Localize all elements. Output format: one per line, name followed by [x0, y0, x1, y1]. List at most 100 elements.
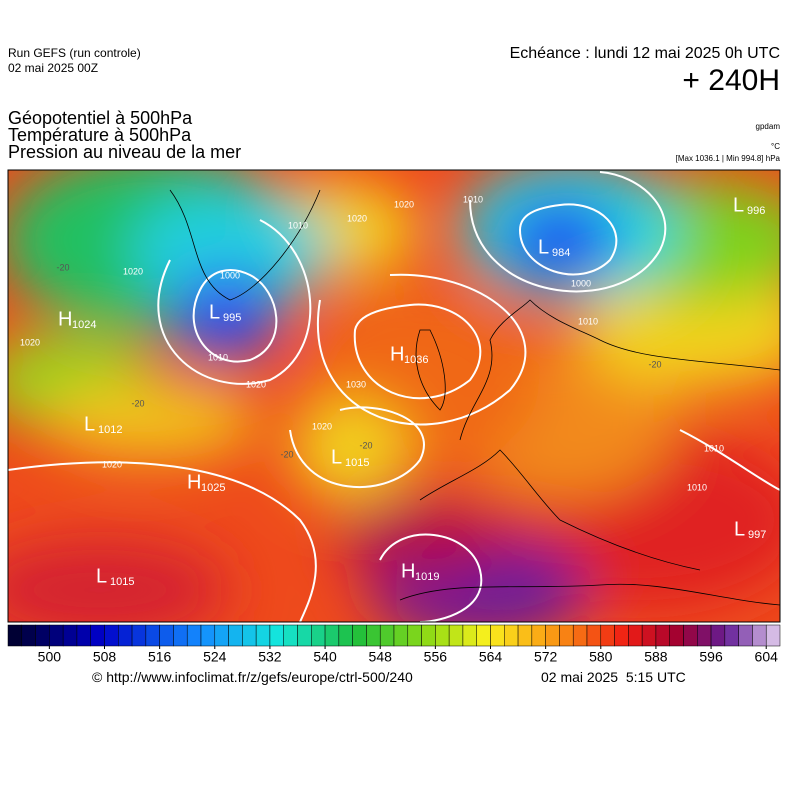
- colorbar-swatch: [517, 624, 533, 647]
- temperature-label: -20: [280, 449, 293, 459]
- colorbar-tick-label: 588: [644, 649, 668, 665]
- colorbar-tick-label: 596: [699, 649, 723, 665]
- colorbar-tick-label: 548: [369, 649, 393, 665]
- isobar-label: 1020: [20, 337, 40, 347]
- colorbar-swatch: [118, 624, 133, 647]
- pressure-value: 984: [552, 247, 570, 259]
- isobars: [8, 171, 780, 622]
- isobar-label: 1010: [463, 194, 483, 204]
- isobar-label: 1010: [687, 482, 707, 492]
- title: Géopotentiel à 500hPa: [8, 108, 193, 128]
- colorbar-swatch: [765, 624, 781, 647]
- colorbar-swatch: [393, 624, 409, 647]
- pressure-letter: L: [96, 565, 107, 587]
- colorbar-swatch: [338, 624, 353, 647]
- unit: °C: [771, 142, 780, 151]
- colorbar-tick-label: 572: [534, 649, 558, 665]
- colorbar-swatch: [145, 624, 160, 647]
- unit: gpdam: [755, 122, 780, 131]
- colorbar-swatch: [697, 624, 712, 647]
- title: Température à 500hPa: [8, 125, 192, 145]
- colorbar-tick-label: 580: [589, 649, 613, 665]
- pressure-letter: H: [390, 343, 404, 365]
- lead-time: + 240H: [682, 64, 780, 97]
- colorbar-swatch: [407, 624, 422, 647]
- colorbar-swatch: [173, 624, 188, 647]
- pressure-value: 1015: [345, 457, 369, 469]
- colorbar-tick-label: 540: [313, 649, 337, 665]
- pressure-value: 1019: [415, 571, 439, 583]
- colorbar-tick-label: 508: [93, 649, 117, 665]
- pressure-value: 997: [748, 529, 766, 541]
- colorbar-swatch: [669, 624, 684, 647]
- temperature-label: -20: [56, 262, 69, 272]
- colorbar-swatch: [545, 624, 560, 647]
- colorbar-swatch: [421, 624, 436, 647]
- colorbar-swatch: [738, 624, 753, 647]
- colorbar-swatch: [269, 624, 284, 647]
- colorbar-tick-label: 516: [148, 649, 172, 665]
- colorbar-swatch: [490, 624, 505, 647]
- colorbar-swatch: [614, 624, 629, 647]
- colorbar-tick-label: 564: [479, 649, 503, 665]
- run-date: 02 mai 2025 00Z: [8, 61, 99, 75]
- colorbar-swatch: [242, 624, 257, 647]
- colorbar-swatch: [214, 624, 229, 647]
- colorbar-swatch: [710, 624, 726, 647]
- colorbar-swatch: [283, 624, 298, 647]
- isobar-label: 1000: [220, 270, 240, 280]
- colorbar-swatch: [297, 624, 312, 647]
- colorbar-swatch: [311, 624, 326, 647]
- pressure-letter: H: [58, 308, 72, 330]
- colorbar-swatch: [159, 624, 174, 647]
- title: Pression au niveau de la mer: [8, 142, 242, 162]
- isobar-label: 1020: [102, 459, 122, 469]
- colorbar-swatch: [531, 624, 546, 647]
- isobar-label: 1030: [346, 379, 366, 389]
- isobar-label: 1000: [571, 278, 591, 288]
- colorbar-swatch: [504, 624, 519, 647]
- colorbar-swatch: [324, 624, 340, 647]
- colorbar-swatch: [628, 624, 643, 647]
- colorbar-swatch: [200, 624, 216, 647]
- colorbar-swatch: [76, 624, 91, 647]
- colorbar-swatch: [448, 624, 464, 647]
- colorbar-tick-label: 532: [258, 649, 282, 665]
- colorbar-swatch: [366, 624, 381, 647]
- colorbar-tick-label: 556: [424, 649, 448, 665]
- temperature-label: -20: [359, 440, 372, 450]
- colorbar-swatch: [462, 624, 477, 647]
- extremes: [Max 1036.1 | Min 994.8] hPa: [675, 154, 780, 163]
- colorbar-swatch: [379, 624, 395, 647]
- colorbar-swatch: [435, 624, 450, 647]
- run-name: Run GEFS (run controle): [8, 46, 141, 60]
- pressure-value: 1036: [404, 354, 428, 366]
- colorbar-swatch: [752, 624, 767, 647]
- temperature-label: -20: [648, 359, 661, 369]
- pressure-letter: L: [84, 413, 95, 435]
- titles: Géopotentiel à 500hPa Température à 500h…: [8, 108, 242, 162]
- colorbar-swatch: [62, 624, 78, 647]
- generated: 02 mai 2025 5:15 UTC: [541, 669, 686, 685]
- run-info: Run GEFS (run controle) 02 mai 2025 00Z: [8, 46, 141, 76]
- colorbar-swatch: [600, 624, 615, 647]
- colorbar-swatch: [186, 624, 202, 647]
- isobar-label: 1010: [288, 220, 308, 230]
- coastlines: [169, 189, 780, 606]
- colorbar-swatch: [104, 624, 119, 647]
- colorbar-swatch: [21, 624, 36, 647]
- pressure-value: 995: [223, 312, 241, 324]
- pressure-letter: L: [733, 194, 744, 216]
- pressure-letter: L: [209, 301, 220, 323]
- pressure-value: 996: [747, 205, 765, 217]
- isobar-label: 1020: [123, 266, 143, 276]
- pressure-value: 1015: [110, 576, 134, 588]
- colorbar-swatch: [641, 624, 657, 647]
- colorbar-swatch: [476, 624, 491, 647]
- colorbar-swatch: [586, 624, 602, 647]
- pressure-letter: L: [538, 236, 549, 258]
- map-field: [8, 170, 780, 622]
- colorbar-swatch: [49, 624, 64, 647]
- colorbar-swatch: [90, 624, 105, 647]
